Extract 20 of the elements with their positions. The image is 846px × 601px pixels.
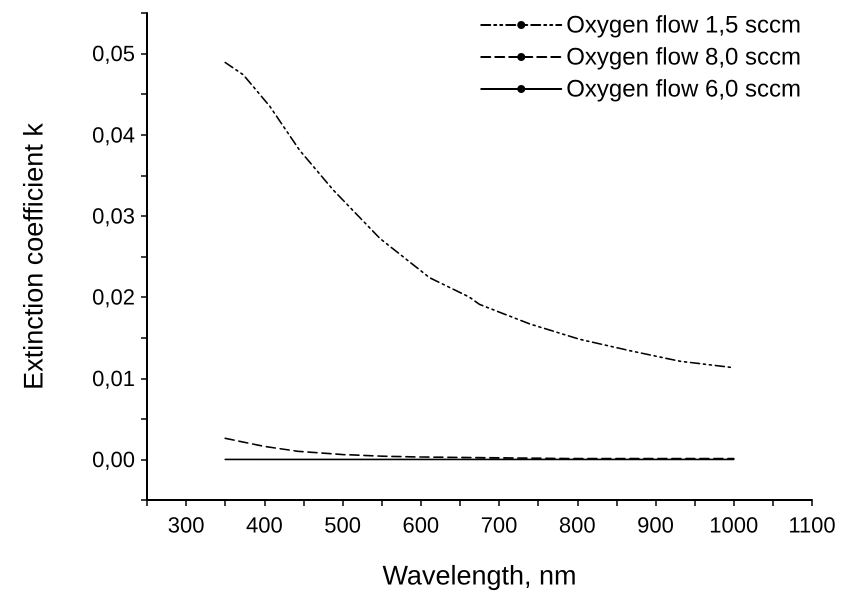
y-tick-label: 0,00: [92, 446, 135, 472]
y-tick-label: 0,04: [92, 122, 135, 148]
x-tick-label: 500: [324, 512, 361, 538]
y-tick-label: 0,03: [92, 203, 135, 228]
x-tick-label: 900: [637, 512, 674, 538]
y-tick-label: 0,02: [92, 284, 135, 310]
y-tick-label: 0,01: [92, 366, 135, 391]
y-tick-label: 0,05: [92, 41, 135, 66]
legend-label: Oxygen flow 1,5 sccm: [566, 12, 801, 38]
x-tick-label: 600: [402, 512, 440, 538]
x-tick-label: 800: [558, 512, 596, 538]
legend-label: Oxygen flow 8,0 sccm: [566, 44, 801, 70]
x-tick-label: 1000: [709, 512, 758, 538]
x-tick-label: 300: [168, 512, 204, 538]
x-tick-label: 700: [480, 512, 518, 538]
x-tick-label: 1100: [788, 512, 836, 538]
legend-label: Oxygen flow 6,0 sccm: [566, 76, 801, 102]
x-tick-label: 400: [246, 512, 283, 538]
y-axis-title: Extinction coefficient k: [18, 122, 48, 390]
x-axis-title: Wavelength, nm: [382, 560, 577, 590]
